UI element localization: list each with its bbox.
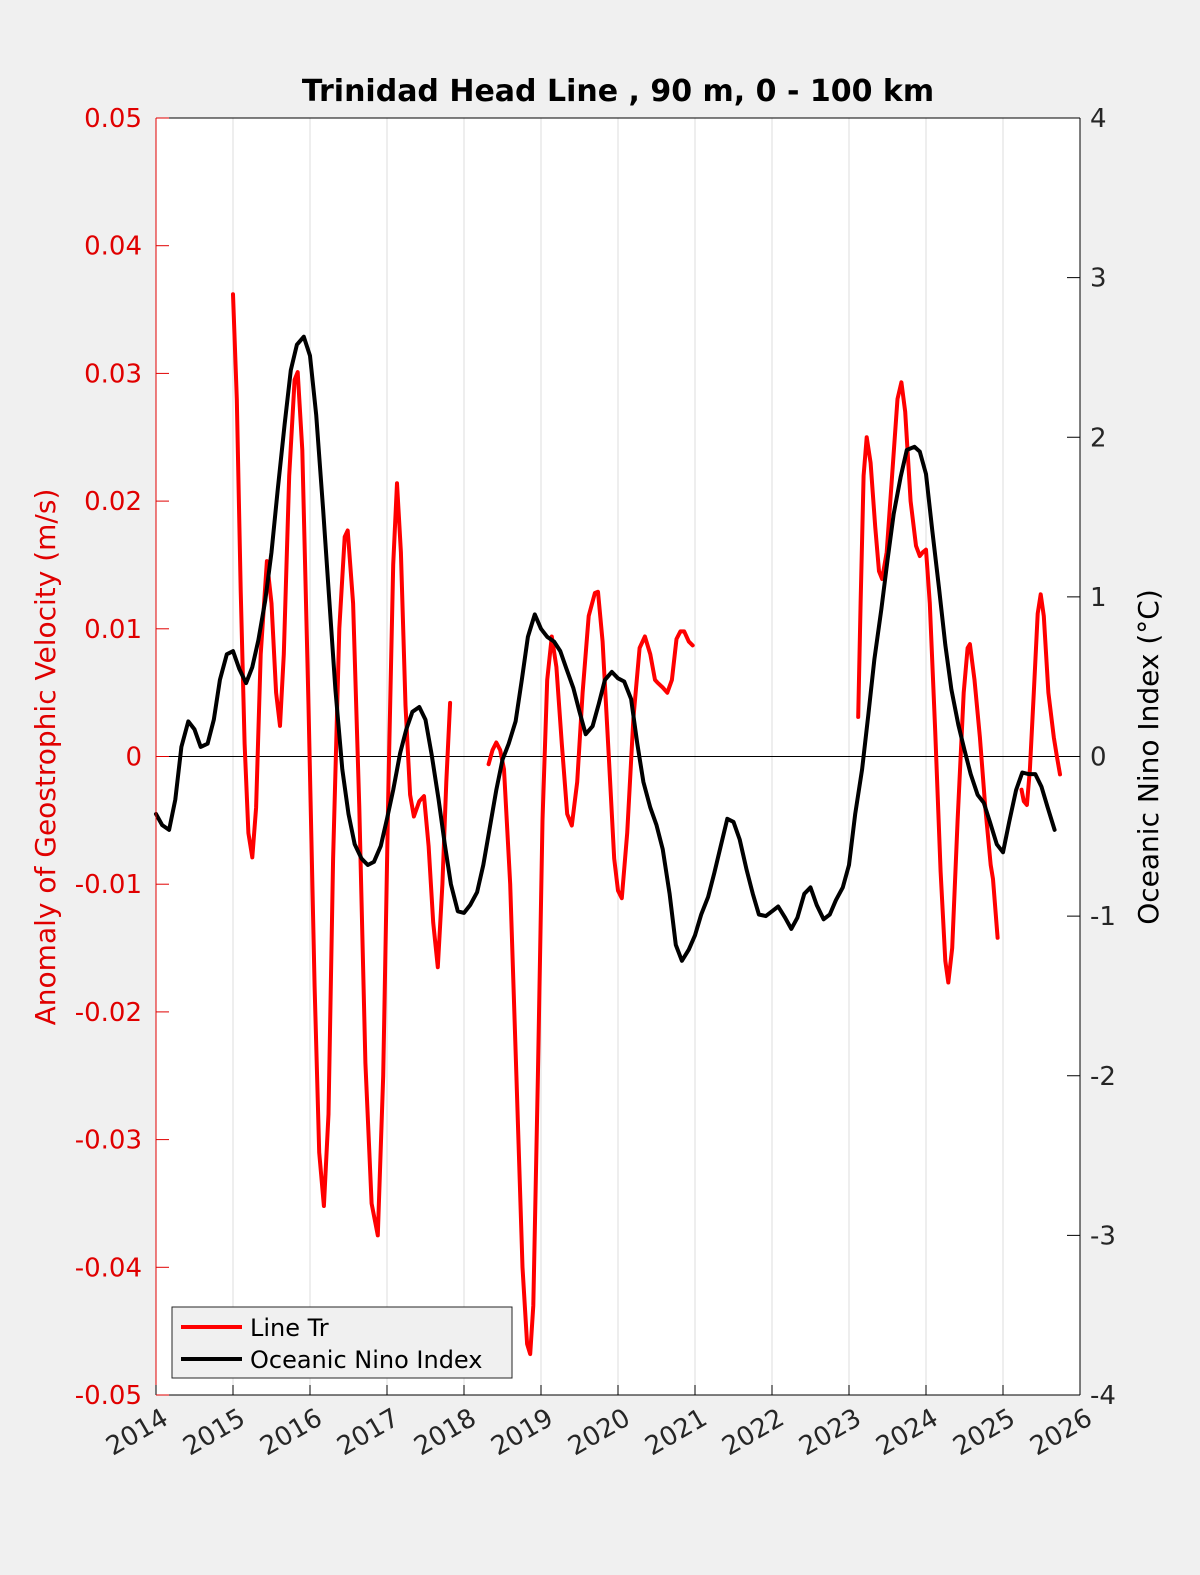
right-tick-label: 4 [1090,104,1107,134]
series-line-segment [486,589,695,1357]
series-line-segment [154,334,1057,963]
left-tick-label: -0.01 [75,870,142,900]
legend-label-line-tr: Line Tr [250,1314,329,1342]
left-tick-label: -0.03 [75,1126,142,1156]
chart-title: Trinidad Head Line , 90 m, 0 - 100 km [302,74,934,109]
right-axis-ticks: 4 3 2 1 0 -1 -2 -3 -4 [1067,104,1116,1411]
legend-box [171,1306,513,1379]
right-tick-label: 1 [1090,583,1107,613]
right-tick-label: -3 [1090,1221,1116,1251]
left-tick-label: 0.01 [84,615,142,645]
right-tick-label: 0 [1090,743,1107,773]
left-tick-label: 0.04 [84,232,142,262]
series-line-segment [1019,592,1062,807]
legend-label-oni: Oceanic Nino Index [250,1346,482,1374]
right-tick-label: 2 [1090,423,1107,453]
left-axis-ticks: 0.05 0.04 0.03 0.02 0.01 0 -0.01 -0.02 -0.03 -0.0… [75,104,169,1411]
left-tick-label: 0.05 [84,104,142,134]
right-tick-label: -1 [1090,902,1116,932]
legend: Line Tr Oceanic Nino Index [171,1306,513,1379]
right-tick-label: -4 [1090,1381,1116,1411]
right-tick-label: 3 [1090,264,1107,294]
left-tick-label: 0.03 [84,359,142,389]
left-tick-label: -0.05 [75,1381,142,1411]
series-oceanic-nino-index [154,334,1057,963]
left-tick-label: -0.02 [75,998,142,1028]
series-line-segment [856,380,1000,985]
right-tick-label: -2 [1090,1062,1116,1092]
series-layer [154,292,1062,1357]
right-axis-label: Oceanic Nino Index (°C) [1132,589,1165,925]
left-axis-label: Anomaly of Geostrophic Velocity (m/s) [29,489,62,1026]
left-tick-label: 0.02 [84,487,142,517]
left-tick-label: 0 [125,743,142,773]
left-tick-label: -0.04 [75,1253,142,1283]
